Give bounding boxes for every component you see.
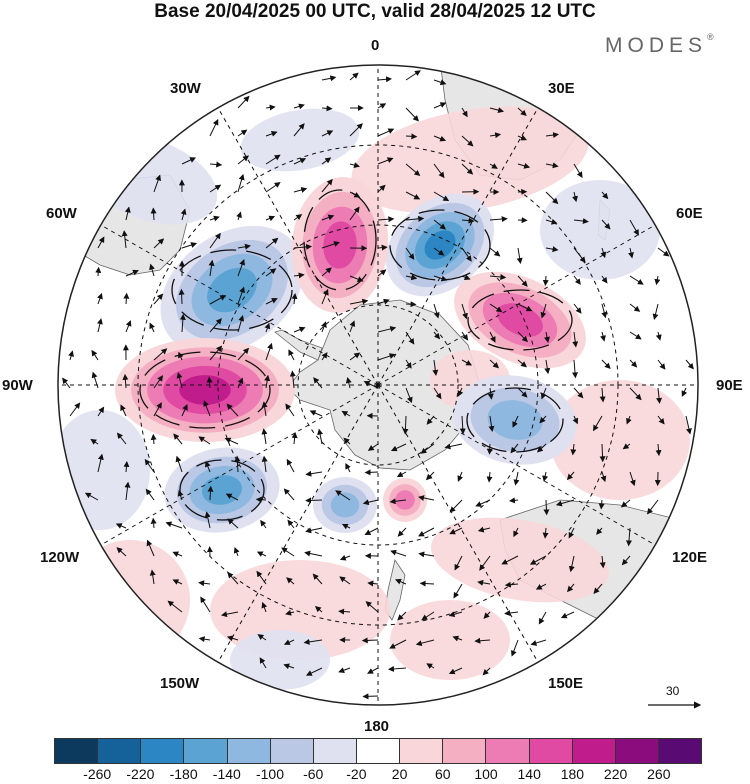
- colorbar-tick-label: -220: [126, 766, 154, 782]
- colorbar-tick-label: 20: [392, 766, 408, 782]
- colorbar-cell: [98, 739, 141, 763]
- wind-vector: [363, 640, 378, 641]
- colorbar-tick-label: -100: [256, 766, 284, 782]
- colorbar-tick-label: -20: [346, 766, 366, 782]
- lon-label-30w: 30W: [170, 80, 201, 97]
- wind-vector: [126, 294, 127, 304]
- lon-label-60w: 60W: [46, 205, 77, 222]
- lon-label-120e: 120E: [672, 549, 707, 566]
- colorbar-tick-label: 140: [518, 766, 541, 782]
- wind-vector: [406, 136, 416, 137]
- colorbar-tick-label: 260: [647, 766, 670, 782]
- faint-anomaly: [230, 630, 330, 690]
- lon-label-60e: 60E: [676, 205, 703, 222]
- colorbar-cell: [659, 739, 701, 763]
- lon-label-150w: 150W: [160, 675, 199, 692]
- wind-vector: [366, 472, 378, 473]
- colorbar-ticks: -260 -220 -180 -140 -100 -60 -20 20 60 100 140 180 2…: [0, 766, 750, 784]
- faint-anomaly: [390, 600, 510, 680]
- colorbar-cell: [184, 739, 227, 763]
- wind-vector: [181, 290, 182, 304]
- colorbar-cell: [530, 739, 573, 763]
- south-pole-dot: [376, 383, 380, 387]
- lon-label-30e: 30E: [548, 80, 575, 97]
- colorbar-cell: [573, 739, 616, 763]
- colorbar-cell: [400, 739, 443, 763]
- lon-label-90w: 90W: [2, 377, 33, 394]
- lon-label-120w: 120W: [40, 549, 79, 566]
- colorbar-cell: [271, 739, 314, 763]
- colorbar-cell: [55, 739, 98, 763]
- colorbar-tick-label: -140: [213, 766, 241, 782]
- wind-vector: [545, 276, 546, 285]
- colorbar-cell: [228, 739, 271, 763]
- colorbar-tick-label: 100: [474, 766, 497, 782]
- lon-label-180: 180: [364, 718, 389, 735]
- wind-vector: [98, 268, 99, 276]
- faint-anomaly: [70, 540, 190, 660]
- colorbar-tick-label: 180: [561, 766, 584, 782]
- wind-vector: [306, 500, 322, 501]
- colorbar-tick-label: 220: [604, 766, 627, 782]
- anomaly-negative-ross: [313, 477, 377, 533]
- wind-vector: [546, 500, 547, 514]
- colorbar-cell: [486, 739, 529, 763]
- wind-vector: [363, 696, 378, 697]
- colorbar-tick-label: -60: [303, 766, 323, 782]
- colorbar-tick-label: -180: [170, 766, 198, 782]
- colorbar-cell: [616, 739, 659, 763]
- colorbar-cell: [314, 739, 357, 763]
- colorbar-cell: [443, 739, 486, 763]
- lon-label-0: 0: [371, 37, 379, 54]
- faint-anomaly: [50, 410, 150, 530]
- wind-vector: [421, 583, 434, 584]
- colorbar-tick-label: -260: [83, 766, 111, 782]
- anomaly-contour: [179, 375, 230, 405]
- colorbar-tick-label: 60: [435, 766, 451, 782]
- lon-label-150e: 150E: [548, 675, 583, 692]
- colorbar-cell: [357, 739, 400, 763]
- vector-scale-value: 30: [666, 684, 679, 698]
- colorbar: [54, 738, 702, 764]
- lon-label-90e: 90E: [716, 377, 743, 394]
- faint-anomaly: [540, 180, 660, 280]
- colorbar-cell: [141, 739, 184, 763]
